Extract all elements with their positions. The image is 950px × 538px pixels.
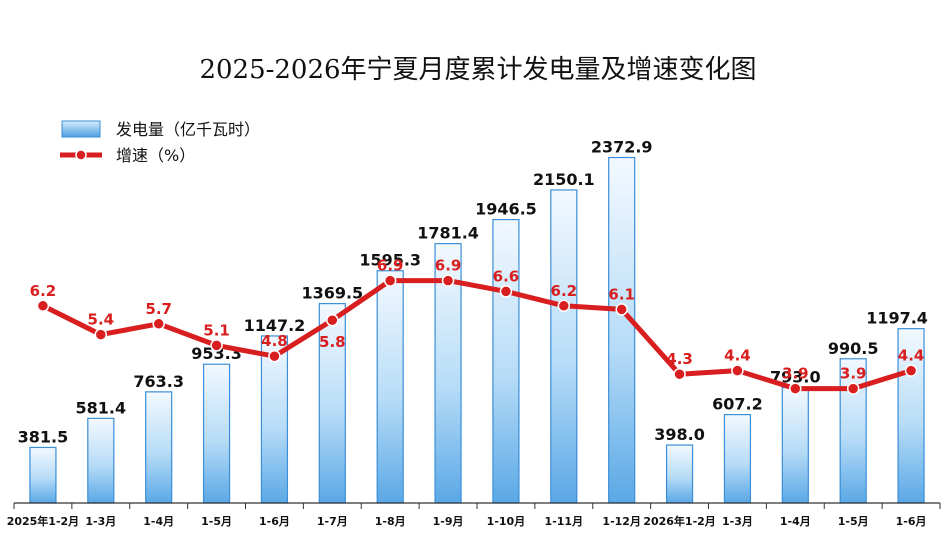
bar-6 <box>318 303 346 504</box>
growth-rate-label: 5.4 <box>88 311 115 329</box>
growth-rate-point <box>441 274 455 287</box>
bar-11 <box>608 156 636 504</box>
growth-rate-label: 5.8 <box>319 333 346 351</box>
x-tick-label: 1-5月 <box>201 515 232 528</box>
x-tick-label: 1-9月 <box>433 515 464 528</box>
bar-8 <box>434 243 462 504</box>
growth-rate-label: 5.7 <box>145 300 172 318</box>
growth-rate-point <box>36 299 50 313</box>
growth-rate-point <box>152 317 165 331</box>
x-tick-label: 1-11月 <box>545 515 584 528</box>
bar-labels-group: 381.5581.4763.3953.31147.21369.51595.317… <box>18 138 928 447</box>
legend-line-label: 增速（%） <box>116 146 195 165</box>
x-tick-label: 1-12月 <box>602 515 641 528</box>
rate-line-group <box>36 274 918 395</box>
bars-group <box>29 156 925 504</box>
x-tick-label: 1-5月 <box>838 515 869 528</box>
x-tick-label: 1-7月 <box>317 515 348 528</box>
bar-value-label: 581.4 <box>76 398 127 417</box>
growth-rate-point <box>846 382 860 395</box>
growth-rate-line <box>40 278 914 392</box>
growth-rate-point <box>673 367 686 381</box>
bar-12 <box>665 444 694 504</box>
x-tick-label: 2026年1-2月 <box>643 514 716 528</box>
growth-rate-point <box>94 328 108 341</box>
growth-rate-point <box>326 313 339 327</box>
bar-5 <box>260 335 289 504</box>
x-tick-label: 1-3月 <box>85 515 116 528</box>
bar-value-label: 398.0 <box>654 425 705 444</box>
growth-rate-label: 6.6 <box>493 267 520 285</box>
x-tick-label: 1-8月 <box>375 515 406 528</box>
growth-rate-label: 4.4 <box>724 347 751 365</box>
growth-rate-label: 4.3 <box>666 350 693 368</box>
growth-rate-point <box>557 299 571 313</box>
bar-1 <box>29 446 57 504</box>
bar-value-label: 1369.5 <box>301 284 363 303</box>
bar-value-label: 1147.2 <box>244 316 306 335</box>
x-tick-label: 1-3月 <box>722 515 753 528</box>
bar-7 <box>376 270 404 504</box>
x-tick-label: 1-4月 <box>780 515 811 528</box>
bar-value-label: 381.5 <box>18 427 69 446</box>
bar-value-label: 2372.9 <box>591 138 653 157</box>
bar-4 <box>202 363 231 504</box>
bar-value-label: 1595.3 <box>359 251 421 270</box>
growth-rate-label: 4.4 <box>898 347 925 365</box>
bar-13 <box>723 413 752 504</box>
growth-rate-label: 3.9 <box>840 365 867 383</box>
growth-rate-point <box>499 285 513 298</box>
bar-value-label: 2150.1 <box>533 170 595 189</box>
growth-rate-point <box>731 364 744 377</box>
bar-14 <box>781 386 809 504</box>
bar-value-label: 1781.4 <box>417 224 479 243</box>
legend: 发电量（亿千瓦时） 增速（%） <box>60 120 260 165</box>
growth-rate-point <box>268 349 281 363</box>
growth-rate-label: 6.2 <box>30 282 57 300</box>
bar-value-label: 990.5 <box>828 339 879 358</box>
bar-value-label: 763.3 <box>133 372 184 391</box>
x-ticks-group <box>13 503 941 509</box>
bar-value-label: 1197.4 <box>866 309 928 328</box>
chart-title: 2025-2026年宁夏月度累计发电量及增速变化图 <box>199 55 756 85</box>
x-tick-label: 1-4月 <box>143 515 174 528</box>
legend-line-marker <box>75 149 87 161</box>
x-tick-labels-group: 2025年1-2月 1-3月 1-4月 1-5月 1-6月 1-7月 1-8月 1-9月 1-1… <box>7 514 927 528</box>
growth-rate-label: 6.2 <box>551 282 578 300</box>
x-tick-label: 1-10月 <box>487 515 526 528</box>
growth-rate-point <box>904 364 918 377</box>
bar-value-label: 607.2 <box>712 395 763 414</box>
growth-rate-point <box>615 303 628 316</box>
growth-rate-label: 5.1 <box>203 321 230 339</box>
x-tick-label: 1-6月 <box>259 515 290 528</box>
growth-rate-label: 6.1 <box>608 285 635 303</box>
bar-9 <box>492 218 520 504</box>
growth-rate-label: 4.8 <box>261 332 288 350</box>
legend-bar-label: 发电量（亿千瓦时） <box>116 120 260 139</box>
growth-rate-label: 3.9 <box>782 365 809 383</box>
growth-rate-label: 6.9 <box>435 257 462 275</box>
x-tick-label: 2025年1-2月 <box>7 514 80 528</box>
legend-bar-swatch <box>61 120 101 138</box>
bar-value-label: 793.0 <box>770 368 821 387</box>
growth-rate-point <box>383 274 397 287</box>
bar-2 <box>87 417 115 504</box>
x-tick-label: 1-6月 <box>896 515 927 528</box>
bar-value-label: 1946.5 <box>475 200 537 219</box>
growth-rate-point <box>210 339 223 352</box>
growth-rate-label: 6.9 <box>377 257 404 275</box>
bar-3 <box>145 391 173 504</box>
bar-10 <box>550 189 578 504</box>
growth-rate-point <box>789 382 802 395</box>
rate-labels-group: 6.2 5.4 5.7 5.1 4.8 5.8 6.9 6.9 6.6 6.2 6.1 4.3 4.4 3… <box>30 257 925 383</box>
